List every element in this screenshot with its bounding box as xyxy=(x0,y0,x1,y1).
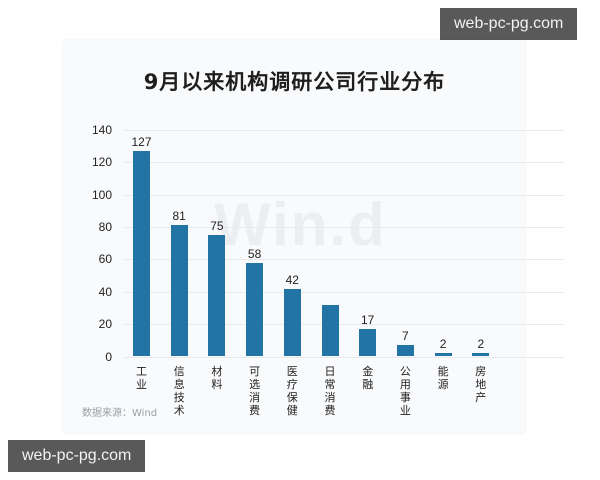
wind-watermark: Win.d xyxy=(214,191,387,258)
bar xyxy=(208,235,226,357)
x-category-label: 信息技术 xyxy=(173,364,185,417)
bar xyxy=(472,353,490,357)
bar xyxy=(170,225,188,357)
x-category-label: 日常消费 xyxy=(324,364,336,417)
bar xyxy=(133,151,150,357)
y-tick-label: 120 xyxy=(91,155,112,170)
x-category-label: 金融 xyxy=(362,364,374,391)
gridline xyxy=(124,356,564,358)
x-category-label: 房地产 xyxy=(475,364,487,404)
chart-title: 9月以来机构调研公司行业分布 xyxy=(143,70,446,94)
bar-value-label: 58 xyxy=(247,246,262,261)
bar-value-label: 2 xyxy=(439,337,447,352)
watermark-badge-top: web-pc-pg.com xyxy=(440,8,578,40)
bar-value-label: 17 xyxy=(361,312,375,327)
x-category-label: 公用事业 xyxy=(399,364,411,417)
bar-value-label: 42 xyxy=(285,272,299,287)
source-note: 数据来源：Wind xyxy=(82,408,158,419)
y-tick-label: 60 xyxy=(98,252,112,267)
x-category-label: 材料 xyxy=(211,364,223,391)
x-category-label: 可选消费 xyxy=(249,364,261,417)
gridline xyxy=(124,324,564,326)
bar xyxy=(283,288,301,357)
gridline xyxy=(124,130,564,131)
y-tick-label: 20 xyxy=(98,317,112,332)
x-category-label: 医疗保健 xyxy=(286,364,298,417)
gridline xyxy=(124,162,564,164)
bar-value-label: 2 xyxy=(477,337,485,352)
y-tick-label: 0 xyxy=(105,349,112,364)
chart-card: 9月以来机构调研公司行业分布 Win.d 0 20 40 60 80 100 120 140 1… xyxy=(64,40,564,433)
x-category-label: 能源 xyxy=(437,364,449,391)
y-tick-label: 100 xyxy=(91,187,112,202)
gridline xyxy=(124,194,564,196)
bar xyxy=(359,328,377,357)
bar xyxy=(434,353,452,357)
watermark-badge-bottom: web-pc-pg.com xyxy=(8,440,146,472)
bar xyxy=(396,345,414,357)
plot-area: 0 20 40 60 80 100 120 140 127 工业 81 信息技术 75 材料 58 可选消费 4… xyxy=(64,40,564,433)
y-tick-label: 80 xyxy=(98,220,112,235)
bar xyxy=(321,304,339,357)
bar-value-label: 7 xyxy=(402,329,409,344)
gridline xyxy=(124,259,564,261)
gridline xyxy=(124,227,564,229)
bar xyxy=(246,262,264,357)
bar-value-label: 81 xyxy=(172,209,186,224)
bar-value-label: 75 xyxy=(210,219,224,234)
y-tick-label: 140 xyxy=(91,123,112,137)
bar-value-label: 127 xyxy=(131,135,152,150)
gridline xyxy=(124,291,564,293)
x-category-label: 工业 xyxy=(136,364,147,391)
y-tick-label: 40 xyxy=(98,284,112,299)
